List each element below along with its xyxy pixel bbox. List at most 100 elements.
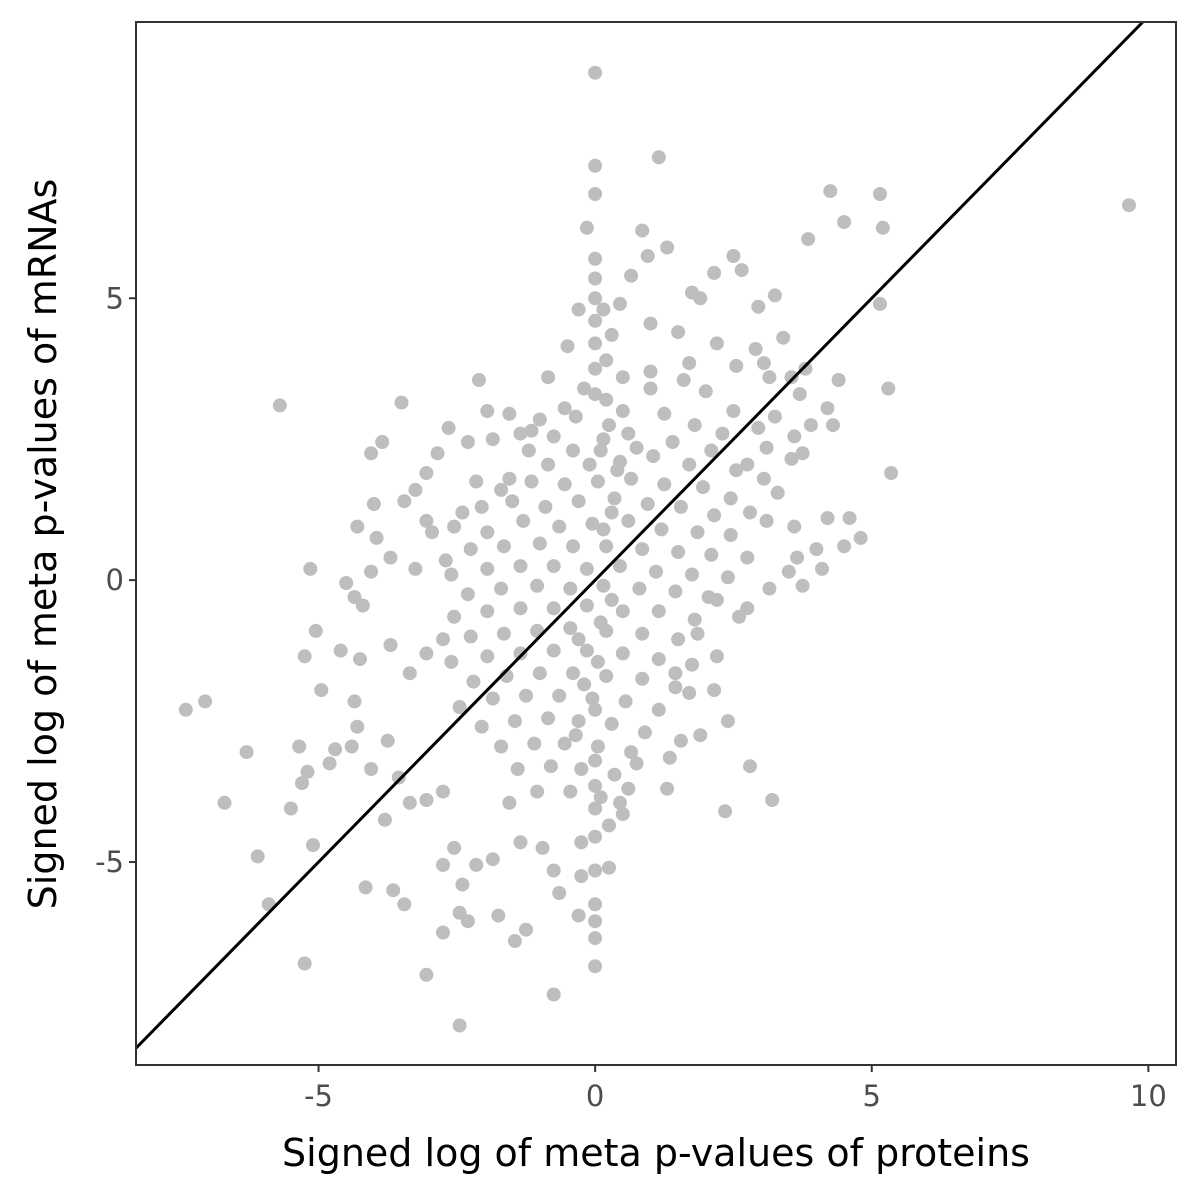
data-point (884, 466, 899, 480)
data-point (604, 716, 619, 731)
data-point (460, 435, 475, 449)
data-point (574, 835, 589, 850)
data-point (532, 536, 547, 551)
data-point (546, 559, 561, 574)
data-point (665, 435, 680, 449)
data-point (178, 702, 193, 717)
data-point (272, 398, 287, 413)
data-point (837, 215, 852, 230)
plot-panel-background (136, 22, 1176, 1065)
data-point (743, 505, 757, 520)
data-point (588, 829, 603, 844)
data-point (673, 733, 688, 748)
data-point (682, 356, 697, 371)
data-point (831, 373, 846, 387)
data-point (635, 671, 650, 686)
data-point (596, 578, 611, 593)
data-point (585, 691, 600, 706)
data-point (588, 778, 603, 793)
data-point (668, 666, 683, 681)
y-tick-label: 5 (106, 281, 124, 315)
data-point (472, 373, 486, 387)
data-point (452, 1018, 467, 1033)
data-point (596, 522, 611, 537)
data-point (682, 457, 697, 472)
data-point (480, 525, 495, 540)
data-point (507, 714, 522, 729)
data-point (615, 646, 630, 661)
data-point (485, 432, 500, 447)
data-point (441, 420, 456, 435)
data-point (444, 654, 459, 669)
data-point (613, 296, 627, 311)
data-point (792, 387, 807, 402)
data-point (662, 750, 677, 765)
data-point (588, 897, 603, 912)
data-point (563, 581, 578, 596)
data-point (720, 570, 735, 585)
data-point (524, 474, 539, 489)
data-point (588, 931, 603, 946)
data-point (419, 513, 434, 528)
data-point (386, 883, 401, 898)
data-point (729, 358, 744, 373)
data-point (781, 564, 796, 579)
data-point (394, 395, 409, 410)
data-point (353, 652, 367, 667)
data-point (613, 559, 627, 574)
data-point (568, 728, 583, 743)
data-point (588, 271, 603, 286)
data-point (624, 471, 639, 486)
data-point (552, 519, 567, 534)
x-tick-label: 5 (863, 1079, 881, 1113)
data-point (469, 857, 484, 872)
data-point (463, 629, 478, 644)
data-point (541, 370, 556, 385)
data-point (358, 880, 373, 895)
data-point (505, 494, 520, 509)
data-point (494, 482, 509, 497)
data-point (643, 316, 658, 331)
data-point (513, 601, 528, 616)
data-point (322, 756, 337, 771)
data-point (696, 480, 710, 495)
data-point (685, 657, 699, 672)
data-point (566, 539, 580, 554)
data-point (740, 550, 755, 565)
data-point (615, 404, 630, 418)
data-point (571, 714, 586, 729)
data-point (408, 561, 423, 576)
data-point (579, 220, 594, 235)
data-point (723, 491, 738, 506)
data-point (726, 404, 741, 418)
data-point (452, 700, 467, 714)
data-point (635, 223, 650, 238)
data-point (690, 525, 705, 540)
data-point (588, 313, 603, 328)
data-point (599, 353, 614, 368)
data-point (759, 440, 774, 455)
data-point (588, 959, 603, 974)
data-point (604, 505, 619, 520)
data-point (776, 330, 791, 345)
data-point (485, 691, 500, 706)
data-point (328, 742, 343, 757)
data-point (217, 795, 232, 810)
data-point (455, 877, 470, 892)
data-point (283, 801, 298, 816)
data-point (624, 745, 639, 760)
data-point (687, 418, 702, 433)
data-point (787, 429, 802, 444)
data-point (615, 604, 630, 619)
data-point (460, 914, 475, 929)
data-point (566, 443, 580, 458)
data-point (693, 291, 708, 306)
data-point (571, 908, 586, 923)
data-point (635, 626, 650, 641)
data-point (588, 251, 603, 266)
data-point (729, 463, 744, 478)
data-point (671, 632, 686, 647)
data-point (513, 646, 528, 661)
data-point (455, 505, 470, 520)
data-point (629, 440, 644, 455)
